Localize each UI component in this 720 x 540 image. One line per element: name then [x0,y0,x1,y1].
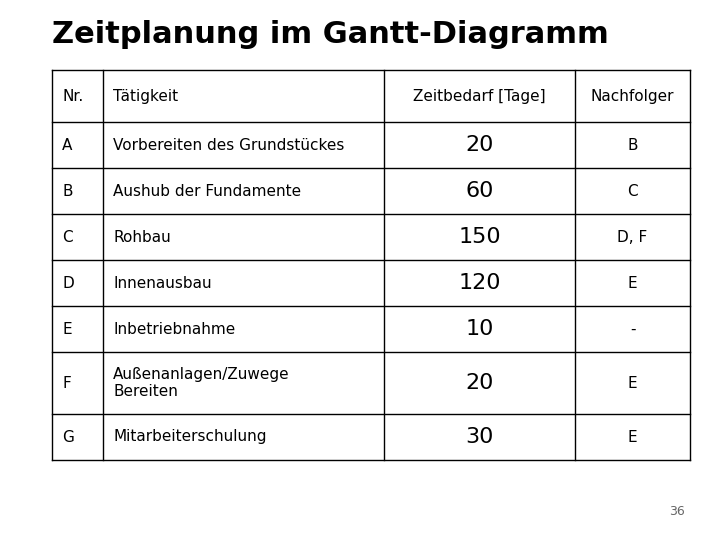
Text: A: A [62,138,73,152]
Text: Außenanlagen/Zuwege
Bereiten: Außenanlagen/Zuwege Bereiten [113,367,289,399]
Text: Zeitplanung im Gantt-Diagramm: Zeitplanung im Gantt-Diagramm [52,20,608,49]
Text: C: C [62,230,73,245]
Text: 10: 10 [465,319,494,339]
Text: E: E [628,275,637,291]
Text: G: G [62,429,74,444]
Text: 150: 150 [458,227,501,247]
Text: Aushub der Fundamente: Aushub der Fundamente [113,184,301,199]
Text: F: F [62,375,71,390]
Text: E: E [628,429,637,444]
Text: C: C [627,184,638,199]
Text: Nachfolger: Nachfolger [591,89,675,104]
Text: Innenausbau: Innenausbau [113,275,212,291]
Text: Zeitbedarf [Tage]: Zeitbedarf [Tage] [413,89,546,104]
Text: 120: 120 [458,273,500,293]
Text: -: - [630,321,635,336]
Text: E: E [62,321,71,336]
Text: 20: 20 [465,373,494,393]
Text: B: B [62,184,73,199]
Text: D: D [62,275,73,291]
Text: D, F: D, F [618,230,648,245]
Text: Nr.: Nr. [62,89,84,104]
Text: 30: 30 [465,427,494,447]
Text: 60: 60 [465,181,494,201]
Text: E: E [628,375,637,390]
Text: Mitarbeiterschulung: Mitarbeiterschulung [113,429,266,444]
Text: 36: 36 [670,505,685,518]
Text: Vorbereiten des Grundstückes: Vorbereiten des Grundstückes [113,138,344,152]
Text: B: B [627,138,638,152]
Text: Tätigkeit: Tätigkeit [113,89,178,104]
Text: Inbetriebnahme: Inbetriebnahme [113,321,235,336]
Text: 20: 20 [465,135,494,155]
Text: Rohbau: Rohbau [113,230,171,245]
